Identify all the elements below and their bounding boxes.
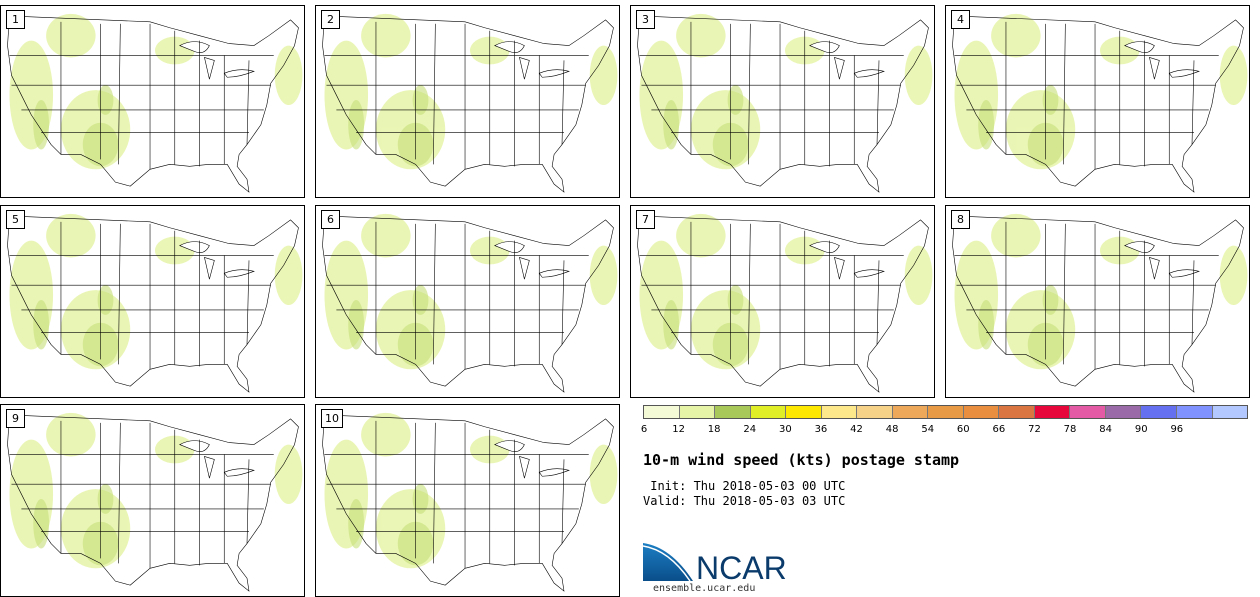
member-panel-7: 7 bbox=[630, 205, 935, 398]
member-panel-10: 10 bbox=[315, 404, 620, 597]
colorbar-tick-label: 96 bbox=[1170, 424, 1184, 435]
colorbar-tick-label: 48 bbox=[885, 424, 899, 435]
colorbar-tick-label: 24 bbox=[743, 424, 757, 435]
conus-map bbox=[952, 13, 1248, 193]
member-label: 4 bbox=[951, 10, 970, 29]
colorbar-cell bbox=[963, 406, 1000, 418]
colorbar-cell bbox=[1070, 406, 1106, 418]
colorbar-cell bbox=[928, 406, 964, 418]
logo-text: NCAR bbox=[696, 550, 787, 583]
member-panel-5: 5 bbox=[0, 205, 305, 398]
member-label: 1 bbox=[6, 10, 25, 29]
member-panel-8: 8 bbox=[945, 205, 1250, 398]
member-panel-2: 2 bbox=[315, 5, 620, 198]
colorbar-cell bbox=[679, 406, 716, 418]
colorbar-cell bbox=[821, 406, 858, 418]
conus-map bbox=[322, 213, 618, 393]
colorbar-cell bbox=[999, 406, 1035, 418]
colorbar-cell bbox=[644, 406, 680, 418]
member-panel-4: 4 bbox=[945, 5, 1250, 198]
member-label: 6 bbox=[321, 210, 340, 229]
colorbar-tick-label: 54 bbox=[921, 424, 935, 435]
logo-url: ensemble.ucar.edu bbox=[653, 583, 756, 594]
conus-map bbox=[637, 13, 933, 193]
colorbar-cell bbox=[715, 406, 751, 418]
chart-title: 10-m wind speed (kts) postage stamp bbox=[643, 451, 960, 469]
conus-map bbox=[637, 213, 933, 393]
colorbar-cell bbox=[1212, 406, 1248, 418]
colorbar-tick-label: 60 bbox=[956, 424, 970, 435]
colorbar-cell bbox=[1034, 406, 1071, 418]
colorbar-tick-label: 6 bbox=[640, 424, 648, 435]
conus-map bbox=[952, 213, 1248, 393]
colorbar-tick-label: 18 bbox=[707, 424, 721, 435]
member-label: 9 bbox=[6, 409, 25, 428]
init-time: Init: Thu 2018-05-03 00 UTC bbox=[643, 479, 846, 493]
member-label: 3 bbox=[636, 10, 655, 29]
member-label: 2 bbox=[321, 10, 340, 29]
member-label: 7 bbox=[636, 210, 655, 229]
conus-map bbox=[322, 412, 618, 592]
member-label: 10 bbox=[321, 409, 343, 428]
colorbar-tick-label: 84 bbox=[1099, 424, 1113, 435]
member-panel-9: 9 bbox=[0, 404, 305, 597]
colorbar-cell bbox=[1105, 406, 1142, 418]
valid-time: Valid: Thu 2018-05-03 03 UTC bbox=[643, 494, 846, 508]
member-label: 8 bbox=[951, 210, 970, 229]
conus-map bbox=[322, 13, 618, 193]
colorbar-cell bbox=[1141, 406, 1177, 418]
colorbar-cell bbox=[1176, 406, 1213, 418]
member-panel-3: 3 bbox=[630, 5, 935, 198]
colorbar-cell bbox=[857, 406, 893, 418]
member-panel-6: 6 bbox=[315, 205, 620, 398]
colorbar-tick-label: 36 bbox=[814, 424, 828, 435]
colorbar-tick-label: 30 bbox=[778, 424, 792, 435]
conus-map bbox=[7, 213, 303, 393]
colorbar-tick-label: 90 bbox=[1134, 424, 1148, 435]
colorbar-cell bbox=[750, 406, 787, 418]
colorbar-tick-label: 78 bbox=[1063, 424, 1077, 435]
colorbar-cell bbox=[892, 406, 929, 418]
colorbar-tick-label: 72 bbox=[1028, 424, 1041, 435]
member-panel-1: 1 bbox=[0, 5, 305, 198]
member-label: 5 bbox=[6, 210, 25, 229]
ncar-logo: NCAR bbox=[643, 541, 787, 583]
colorbar-cell bbox=[786, 406, 822, 418]
colorbar-tick-label: 42 bbox=[850, 424, 863, 435]
conus-map bbox=[7, 412, 303, 592]
colorbar-tick-label: 66 bbox=[992, 424, 1006, 435]
conus-map bbox=[7, 13, 303, 193]
colorbar bbox=[643, 405, 1248, 419]
colorbar-tick-label: 12 bbox=[672, 424, 685, 435]
